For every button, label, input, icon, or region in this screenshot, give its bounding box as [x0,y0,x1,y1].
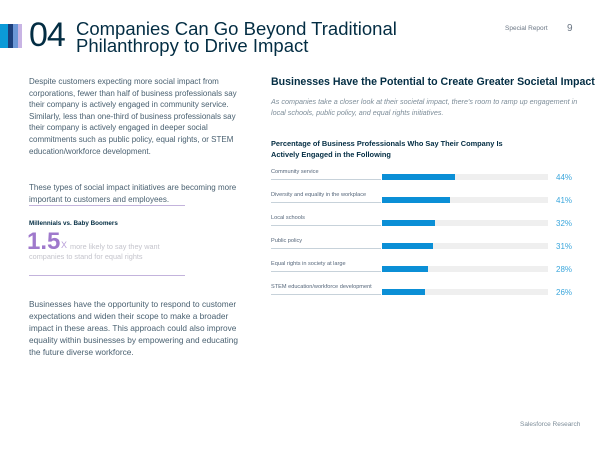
bar-value: 31% [556,242,573,251]
bar-label: Community service [271,168,319,175]
bar-track [382,174,548,180]
stat-description: companies to stand for equal rights [29,252,143,261]
bar-label-underline [271,202,381,203]
divider [29,275,185,276]
bar-fill [382,197,451,203]
bar-value: 44% [556,173,573,182]
bar-label: STEM education/workforce development [271,283,372,290]
bar-label-underline [271,294,381,295]
bar-label: Diversity and equality in the workplace [271,191,367,198]
bar-track [382,220,548,226]
bar-fill [382,266,429,272]
accent-stripe [13,24,18,48]
accent-stripe [8,24,13,48]
bar-value: 41% [556,196,573,205]
page-number: 9 [567,23,573,34]
importance-paragraph: These types of social impact initiatives… [29,183,237,204]
bar-label: Local schools [271,214,305,221]
bar-fill [382,174,456,180]
bar-value: 28% [556,265,573,274]
opportunity-paragraph: Businesses have the opportunity to respo… [29,299,238,357]
report-label: Special Report [505,25,548,32]
bar-fill [382,220,436,226]
bar-row: STEM education/workforce development 26% [271,265,591,297]
bar-label: Public policy [271,237,303,244]
bar-label-underline [271,225,381,226]
bar-track [382,197,548,203]
bar-fill [382,289,426,295]
bar-track [382,243,548,249]
stat-heading: Millennials vs. Baby Boomers [29,220,118,227]
section-number: 04 [29,16,66,54]
bar-row: Local schools 32% [271,196,591,228]
accent-stripe [0,24,8,48]
section-heading: Businesses Have the Potential to Create … [271,76,595,88]
bar-row: Equal rights in society at large 28% [271,242,591,274]
page-title: Companies Can Go Beyond Traditional Phil… [76,18,406,56]
page-title-line1: Companies Can Go Beyond Traditional [76,18,397,39]
stat-suffix: X [61,240,68,250]
bar-label-underline [271,271,381,272]
page-title-line2: Philanthropy to Drive Impact [76,35,309,56]
section-subtitle: As companies take a closer look at their… [271,97,578,117]
bar-label: Equal rights in society at large [271,260,346,267]
intro-paragraph: Despite customers expecting more social … [29,77,237,156]
bar-row: Community service 44% [271,150,591,182]
accent-stripe [18,24,22,48]
divider [29,205,185,206]
bar-label-underline [271,179,381,180]
stat-value: 1.5 [27,228,61,255]
bar-fill [382,243,434,249]
bar-label-underline [271,248,381,249]
bar-track [382,289,548,295]
bar-track [382,266,548,272]
bar-row: Public policy 31% [271,219,591,251]
footer-source: Salesforce Research [520,421,581,428]
chart-title: Percentage of Business Professionals Who… [271,139,503,159]
stat-description: more likely to say they want [70,242,160,251]
bar-row: Diversity and equality in the workplace … [271,173,591,205]
section-accent-stripes [0,24,24,48]
bar-value: 26% [556,288,573,297]
bar-value: 32% [556,219,573,228]
